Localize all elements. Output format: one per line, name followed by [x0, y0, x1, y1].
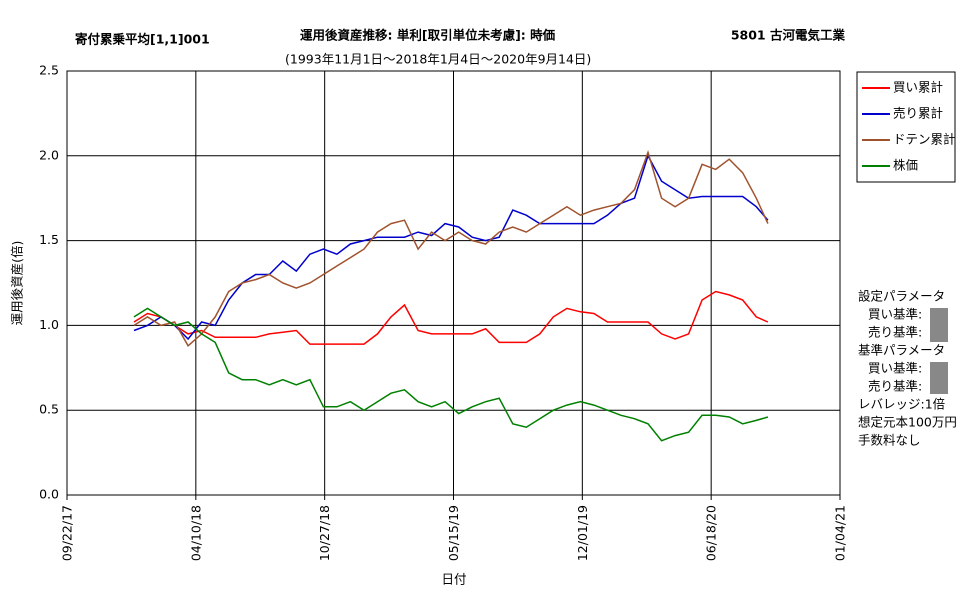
header-right: 5801 古河電気工業	[731, 28, 846, 43]
x-tick-label: 04/10/18	[188, 505, 203, 561]
hidden-value	[930, 362, 948, 394]
legend-label: ドテン累計	[893, 132, 956, 147]
y-tick-label: 0.5	[39, 402, 59, 417]
side-note: 売り基準:	[868, 379, 922, 394]
series-line	[133, 153, 769, 341]
side-note: 想定元本100万円	[858, 415, 957, 430]
legend-label: 売り累計	[893, 106, 943, 121]
chart-title: 運用後資産推移: 単利[取引単位未考慮]: 時価	[300, 28, 556, 43]
side-note: 売り基準:	[868, 325, 922, 340]
y-tick-label: 0.0	[39, 487, 59, 502]
legend-label: 買い累計	[893, 80, 943, 95]
y-axis-label: 運用後資産(倍)	[10, 241, 25, 326]
series-line	[133, 307, 769, 442]
x-tick-label: 01/04/21	[833, 505, 848, 561]
side-note: 買い基準:	[868, 361, 922, 376]
x-tick-label: 10/27/18	[317, 505, 332, 561]
side-note: 基準パラメータ	[858, 343, 945, 358]
y-tick-label: 2.5	[39, 63, 59, 78]
x-tick-label: 12/01/19	[575, 505, 590, 561]
x-tick-label: 09/22/17	[60, 505, 75, 561]
y-tick-label: 1.5	[39, 232, 59, 247]
chart-subtitle: (1993年11月1日～2018年1月4日～2020年9月14日)	[285, 52, 591, 67]
series-line	[133, 150, 769, 347]
x-tick-label: 05/15/19	[446, 505, 461, 561]
x-tick-label: 06/18/20	[704, 505, 719, 561]
header-left: 寄付累乗平均[1,1]001	[75, 32, 210, 47]
y-tick-label: 1.0	[39, 317, 59, 332]
side-note: 買い基準:	[868, 307, 922, 322]
side-note: 手数料なし	[858, 433, 921, 448]
legend-label: 株価	[893, 158, 918, 173]
legend-box	[856, 71, 956, 183]
hidden-value	[930, 308, 948, 342]
series-line	[133, 290, 769, 345]
y-tick-label: 2.0	[39, 147, 59, 162]
side-note: 設定パラメータ	[858, 289, 945, 304]
plot-border	[66, 70, 841, 496]
x-axis-label: 日付	[441, 572, 466, 587]
side-note: レバレッジ:1倍	[858, 397, 945, 412]
